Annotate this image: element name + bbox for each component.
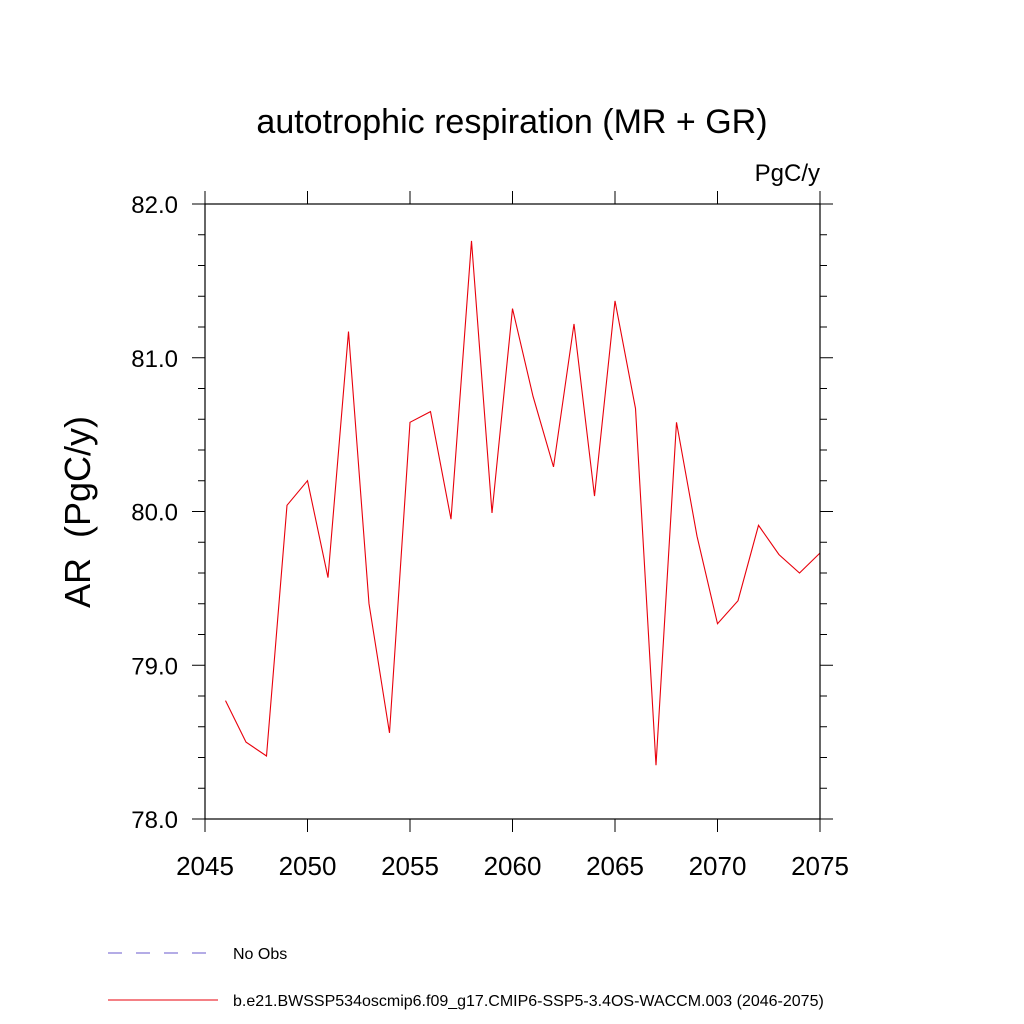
y-tick-label: 81.0	[131, 346, 178, 373]
series-layer	[225, 240, 821, 766]
chart-title: autotrophic respiration (MR + GR)	[256, 103, 767, 141]
y-tick-label: 78.0	[131, 807, 178, 834]
x-tick-label: 2070	[689, 851, 747, 881]
y-tick-label: 82.0	[131, 192, 178, 219]
plot-frame	[204, 203, 821, 820]
x-tick-label: 2050	[279, 851, 337, 881]
x-tick-label: 2055	[381, 851, 439, 881]
y-axis-label: AR (PgC/y)	[57, 416, 98, 608]
legend-label: No Obs	[233, 946, 287, 963]
x-tick-label: 2060	[484, 851, 542, 881]
legend: No Obs b.e21.BWSSP534oscmip6.f09_g17.CMIP…	[108, 946, 824, 1010]
series-line	[225, 240, 821, 766]
units-label: PgC/y	[755, 160, 820, 187]
tick-labels-layer: 78.0 79.0 80.0 81.0 82.0 2045 2050 2055 2060 2065…	[131, 192, 849, 881]
ticks-layer	[192, 191, 833, 832]
x-tick-label: 2065	[586, 851, 644, 881]
y-tick-label: 79.0	[131, 653, 178, 680]
legend-label: b.e21.BWSSP534oscmip6.f09_g17.CMIP6-SSP5…	[233, 993, 824, 1010]
x-tick-label: 2075	[791, 851, 849, 881]
y-tick-label: 80.0	[131, 500, 178, 527]
x-tick-label: 2045	[176, 851, 234, 881]
